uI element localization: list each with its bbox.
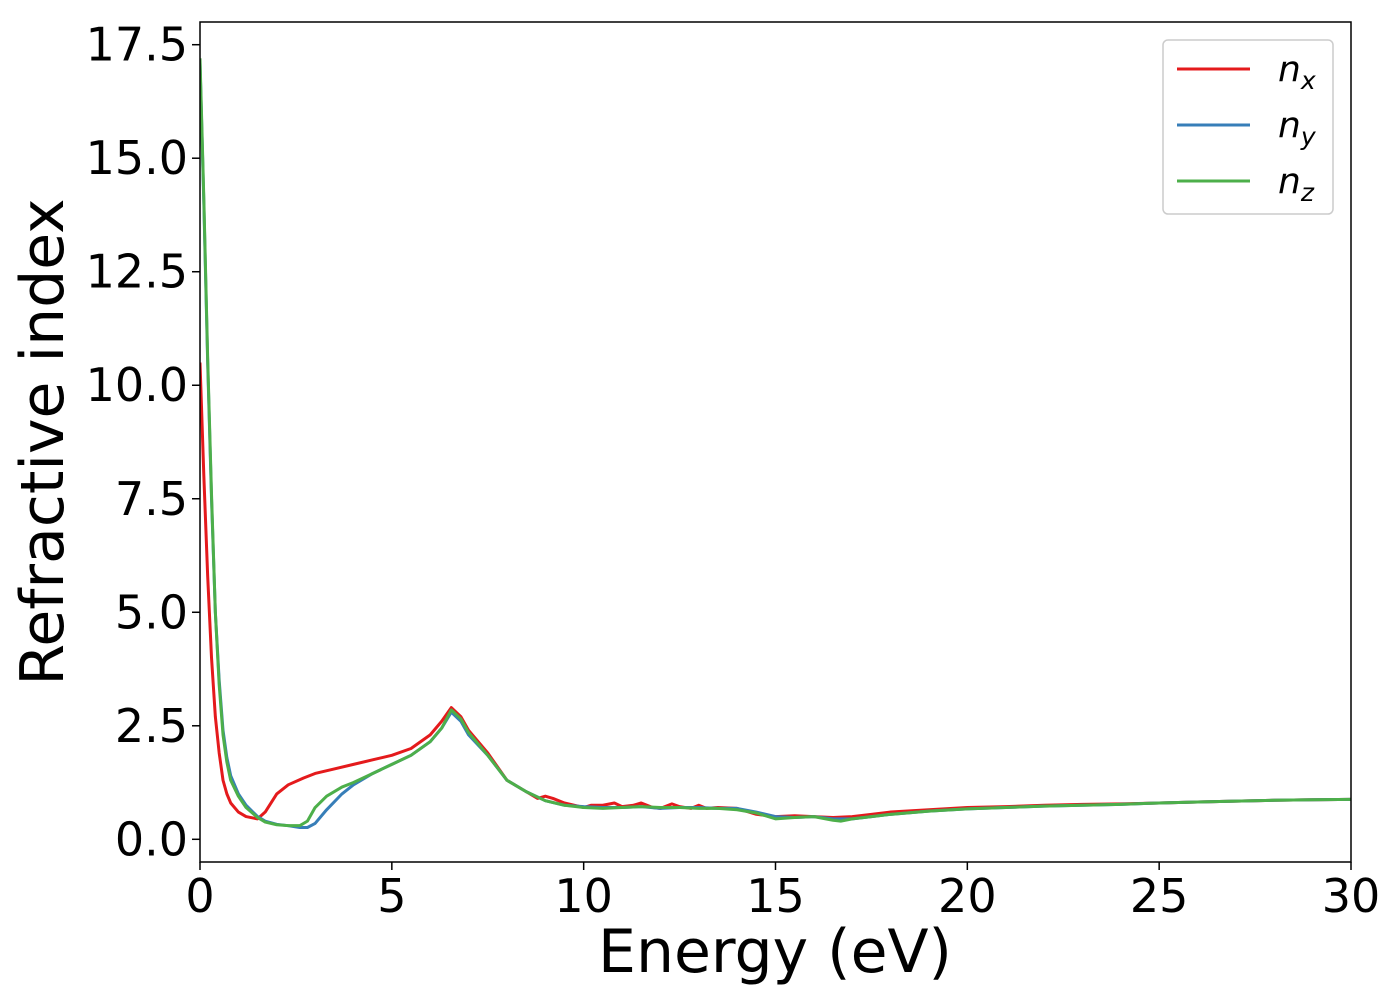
y-tick-label: 2.5 [115,699,188,753]
x-tick-label: 30 [1322,869,1381,923]
y-tick-label: 12.5 [86,245,188,299]
y-axis-label: Refractive index [8,198,78,685]
x-tick-label: 5 [377,869,406,923]
x-tick-label: 0 [185,869,214,923]
x-axis: 0 5 10 15 20 25 30 [185,862,1380,923]
legend-label: ny [1278,105,1317,151]
y-tick-label: 15.0 [86,131,188,185]
series-line-n-z [200,58,1351,828]
y-tick-label: 5.0 [115,585,188,639]
plot-area [200,58,1351,829]
series-line-n-x [200,362,1351,821]
x-tick-label: 20 [938,869,997,923]
y-tick-label: 0.0 [115,812,188,866]
legend-box [1162,39,1334,215]
plot-frame [199,21,1352,863]
y-tick-label: 7.5 [115,472,188,526]
legend: nx ny nz [1162,39,1334,215]
x-tick-label: 25 [1130,869,1189,923]
legend-label: nz [1278,161,1315,207]
y-axis: 0.0 2.5 5.0 7.5 10.0 12.5 15.0 17.5 [86,18,200,866]
y-tick-label: 10.0 [86,358,188,412]
y-tick-label: 17.5 [86,18,188,72]
legend-label: nx [1278,49,1316,95]
x-axis-label: Energy (eV) [598,917,952,987]
x-tick-label: 15 [746,869,805,923]
x-tick-label: 10 [554,869,613,923]
